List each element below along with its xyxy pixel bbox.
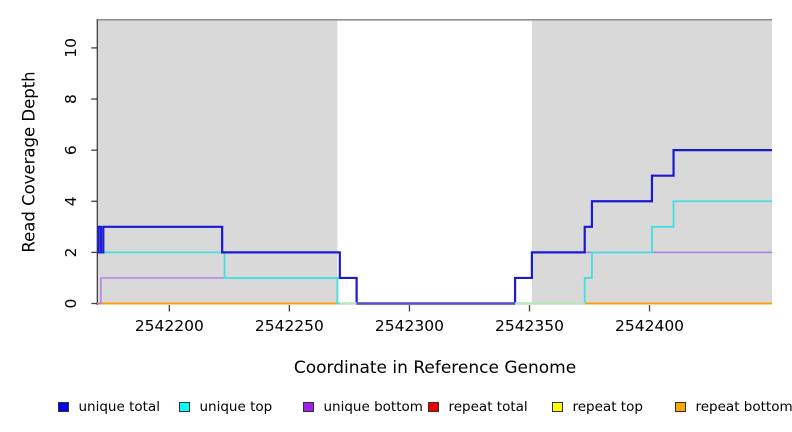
x-tick-label: 2542400	[615, 317, 684, 335]
legend-item-repeat-top: repeat top	[552, 398, 643, 416]
x-tick-label: 2542250	[255, 317, 324, 335]
legend-swatch	[428, 401, 439, 413]
legend-swatch	[58, 401, 69, 413]
x-tick-label: 2542350	[495, 317, 564, 335]
legend-item-unique-total: unique total	[58, 398, 160, 416]
legend-item-repeat-bottom: repeat bottom	[675, 398, 792, 416]
y-tick-label: 8	[62, 94, 80, 104]
repeat-region-shading	[531, 20, 772, 304]
y-tick-label: 4	[62, 196, 80, 206]
y-tick-label: 6	[62, 145, 80, 155]
legend-item-label: unique top	[199, 399, 273, 415]
y-tick-label: 0	[62, 299, 80, 309]
legend-swatch	[179, 401, 190, 413]
legend-item-label: unique total	[78, 399, 160, 415]
legend-item-unique-bottom: unique bottom	[303, 398, 423, 416]
x-tick-label: 2542300	[375, 317, 444, 335]
legend: unique total unique top unique bottom repea…	[0, 398, 792, 420]
y-tick-label: 2	[62, 247, 80, 257]
x-axis-title: Coordinate in Reference Genome	[293, 358, 577, 378]
y-axis-title: Read Coverage Depth	[19, 71, 39, 253]
repeat-region-shading	[97, 20, 338, 304]
legend-swatch	[552, 401, 563, 413]
legend-swatch	[675, 401, 686, 413]
x-tick-label: 2542200	[135, 317, 204, 335]
legend-item-label: repeat total	[448, 399, 528, 415]
series-line-unique-top	[97, 200, 772, 305]
legend-item-label: repeat top	[572, 399, 643, 415]
legend-swatch	[303, 401, 314, 413]
legend-item-unique-top: unique top	[179, 398, 272, 416]
legend-item-label: repeat bottom	[695, 399, 792, 415]
y-tick-label: 10	[62, 38, 80, 58]
legend-item-repeat-total: repeat total	[428, 398, 528, 416]
legend-item-label: unique bottom	[323, 399, 423, 415]
